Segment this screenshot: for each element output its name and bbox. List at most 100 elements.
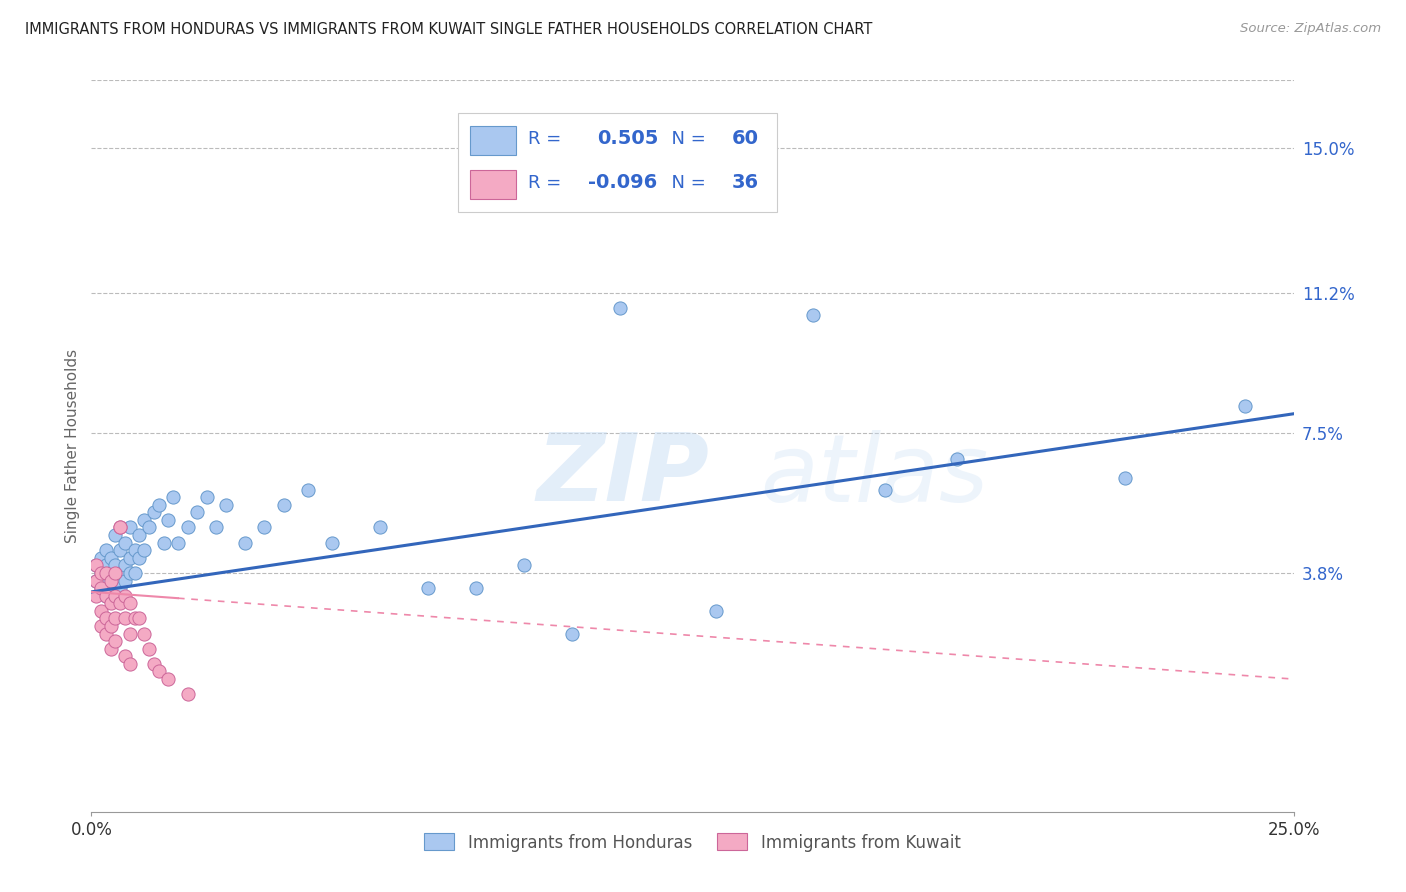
Point [84, 574, 107, 588]
Point [110, 543, 132, 558]
Text: 0.505: 0.505 [598, 129, 659, 148]
Point [84, 558, 107, 573]
Point [90, 581, 112, 595]
Point [801, 308, 824, 322]
Point [110, 566, 132, 580]
Point [104, 566, 127, 580]
Point [128, 528, 150, 542]
Point [176, 520, 198, 534]
Point [118, 566, 141, 580]
Bar [470, 169, 516, 199]
Point [706, 604, 728, 618]
Point [100, 581, 122, 595]
Point [104, 574, 127, 588]
Point [134, 513, 156, 527]
Point [94, 589, 117, 603]
Point [94, 558, 117, 573]
Point [100, 574, 122, 588]
Point [186, 505, 208, 519]
Point [118, 550, 141, 565]
Point [104, 589, 127, 603]
Text: 36: 36 [733, 173, 759, 192]
Point [84, 574, 107, 588]
Text: R =: R = [527, 174, 567, 192]
Point [142, 657, 165, 671]
Point [114, 611, 136, 625]
Point [84, 558, 107, 573]
Point [513, 558, 536, 573]
Point [110, 520, 132, 534]
Point [118, 520, 141, 534]
Point [94, 611, 117, 625]
Point [297, 483, 319, 497]
Point [118, 657, 141, 671]
Point [114, 574, 136, 588]
Point [368, 520, 391, 534]
Point [142, 505, 165, 519]
Y-axis label: Single Father Households: Single Father Households [65, 349, 80, 543]
Point [94, 543, 117, 558]
Point [128, 611, 150, 625]
Point [104, 589, 127, 603]
Point [94, 566, 117, 580]
Point [114, 589, 136, 603]
Point [118, 626, 141, 640]
Text: N =: N = [659, 174, 711, 192]
Point [94, 574, 117, 588]
Point [167, 535, 190, 549]
Text: ZIP: ZIP [536, 429, 709, 521]
Point [90, 604, 112, 618]
Point [134, 626, 156, 640]
Bar [470, 126, 516, 155]
Text: N =: N = [659, 130, 711, 148]
Point [100, 566, 122, 580]
Point [253, 520, 276, 534]
Point [94, 589, 117, 603]
Point [124, 611, 146, 625]
Point [110, 520, 132, 534]
Point [114, 535, 136, 549]
Point [273, 498, 295, 512]
Point [465, 581, 488, 595]
Point [84, 589, 107, 603]
Text: atlas: atlas [759, 430, 988, 521]
Point [138, 641, 160, 656]
Point [205, 520, 228, 534]
Point [100, 641, 122, 656]
FancyBboxPatch shape [458, 113, 776, 212]
Point [148, 498, 170, 512]
Point [321, 535, 343, 549]
Point [157, 513, 180, 527]
Text: -0.096: -0.096 [588, 173, 657, 192]
Point [873, 483, 896, 497]
Legend: Immigrants from Honduras, Immigrants from Kuwait: Immigrants from Honduras, Immigrants fro… [418, 827, 967, 858]
Point [104, 634, 127, 648]
Point [134, 543, 156, 558]
Point [128, 550, 150, 565]
Point [104, 528, 127, 542]
Point [157, 672, 180, 686]
Point [152, 535, 174, 549]
Point [124, 543, 146, 558]
Point [124, 566, 146, 580]
Point [90, 566, 112, 580]
Text: IMMIGRANTS FROM HONDURAS VS IMMIGRANTS FROM KUWAIT SINGLE FATHER HOUSEHOLDS CORR: IMMIGRANTS FROM HONDURAS VS IMMIGRANTS F… [25, 22, 873, 37]
Point [118, 596, 141, 610]
Point [90, 619, 112, 633]
Point [100, 550, 122, 565]
Point [138, 520, 160, 534]
Point [233, 535, 256, 549]
Point [90, 566, 112, 580]
Point [561, 626, 583, 640]
Point [104, 611, 127, 625]
Point [176, 687, 198, 701]
Point [148, 665, 170, 679]
Point [162, 490, 184, 504]
Text: R =: R = [527, 130, 572, 148]
Point [90, 550, 112, 565]
Point [1114, 471, 1136, 485]
Point [1234, 399, 1257, 413]
Text: 60: 60 [733, 129, 759, 148]
Point [100, 596, 122, 610]
Point [946, 452, 969, 467]
